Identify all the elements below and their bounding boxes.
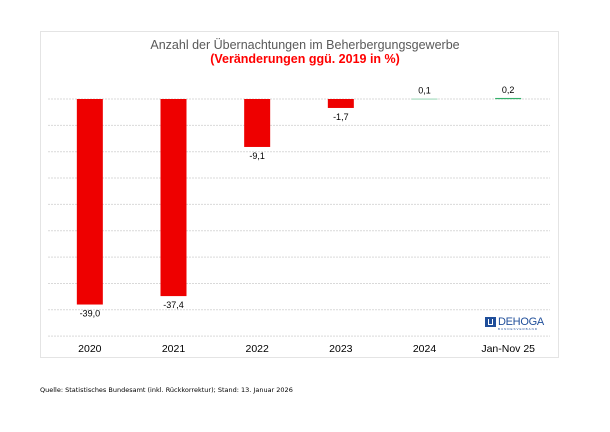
- x-tick-label: Jan-Nov 25: [481, 343, 535, 355]
- x-tick-label: 2022: [245, 343, 269, 355]
- bar-2022: [244, 99, 271, 147]
- data-label: -39,0: [80, 309, 101, 319]
- chart-subtitle: (Veränderungen ggü. 2019 in %): [210, 52, 400, 66]
- data-label: 0,2: [502, 85, 515, 95]
- bar-2023: [327, 99, 354, 108]
- data-label: 0,1: [418, 85, 431, 95]
- x-tick-label: 2020: [78, 343, 102, 355]
- dehoga-logo-icon: [485, 317, 496, 327]
- data-label: -37,4: [163, 300, 184, 310]
- data-label: -1,7: [333, 112, 349, 122]
- x-tick-label: 2023: [329, 343, 353, 355]
- chart-title: Anzahl der Übernachtungen im Beherbergun…: [150, 38, 460, 52]
- x-tick-label: 2021: [162, 343, 186, 355]
- bar-jan-nov-25: [495, 97, 522, 100]
- bar-2024: [411, 98, 438, 100]
- bar-2021: [160, 99, 187, 297]
- source-note: Quelle: Statistisches Bundesamt (inkl. R…: [40, 386, 293, 394]
- bar-2020: [76, 99, 103, 305]
- dehoga-logo-subtext: BUNDESVERBAND: [498, 327, 539, 331]
- chart-frame: [40, 31, 559, 358]
- dehoga-logo-text: DEHOGA: [498, 316, 544, 328]
- dehoga-logo: DEHOGA BUNDESVERBAND: [485, 317, 544, 331]
- data-label: -9,1: [249, 151, 265, 161]
- x-tick-label: 2024: [413, 343, 437, 355]
